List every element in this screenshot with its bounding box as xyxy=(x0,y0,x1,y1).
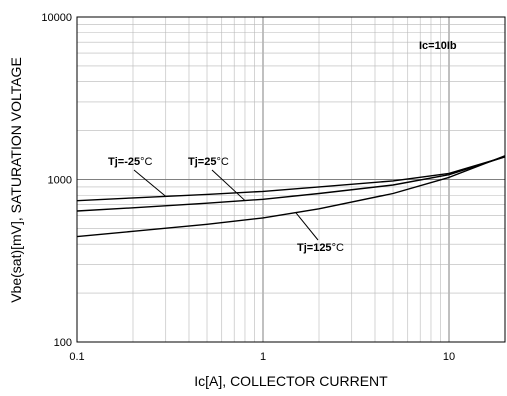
y-tick-label: 100 xyxy=(54,337,72,349)
tick-labels: 0.1 1 10 100 1000 10000 xyxy=(41,12,455,363)
curve-label: Tj=-25°C xyxy=(108,156,153,168)
series-line-0 xyxy=(76,156,506,202)
x-axis-label: Ic[A], COLLECTOR CURRENT xyxy=(194,373,388,389)
x-tick-label: 0.1 xyxy=(69,351,84,363)
x-tick-label: 10 xyxy=(443,351,455,363)
y-tick-label: 1000 xyxy=(48,175,72,187)
curve-label: Tj=25°C xyxy=(188,156,229,168)
condition-label: Ic=10Ib xyxy=(419,40,457,52)
y-tick-label: 10000 xyxy=(41,12,72,24)
curve-label-leader xyxy=(133,169,167,197)
y-axis-label: Vbe(sat)[mV], SATURATION VOLTAGE xyxy=(8,57,24,303)
series-lines xyxy=(76,155,506,238)
plot-frame xyxy=(76,16,506,343)
x-tick-label: 1 xyxy=(260,351,266,363)
annotations: Tj=-25°C Tj=25°C Tj=125°C xyxy=(108,156,344,254)
series-line-1 xyxy=(76,156,506,212)
curve-label-leader xyxy=(211,169,246,201)
curve-label-leader xyxy=(295,212,319,241)
curve-label: Tj=125°C xyxy=(297,242,344,254)
series-line-2 xyxy=(76,155,506,238)
